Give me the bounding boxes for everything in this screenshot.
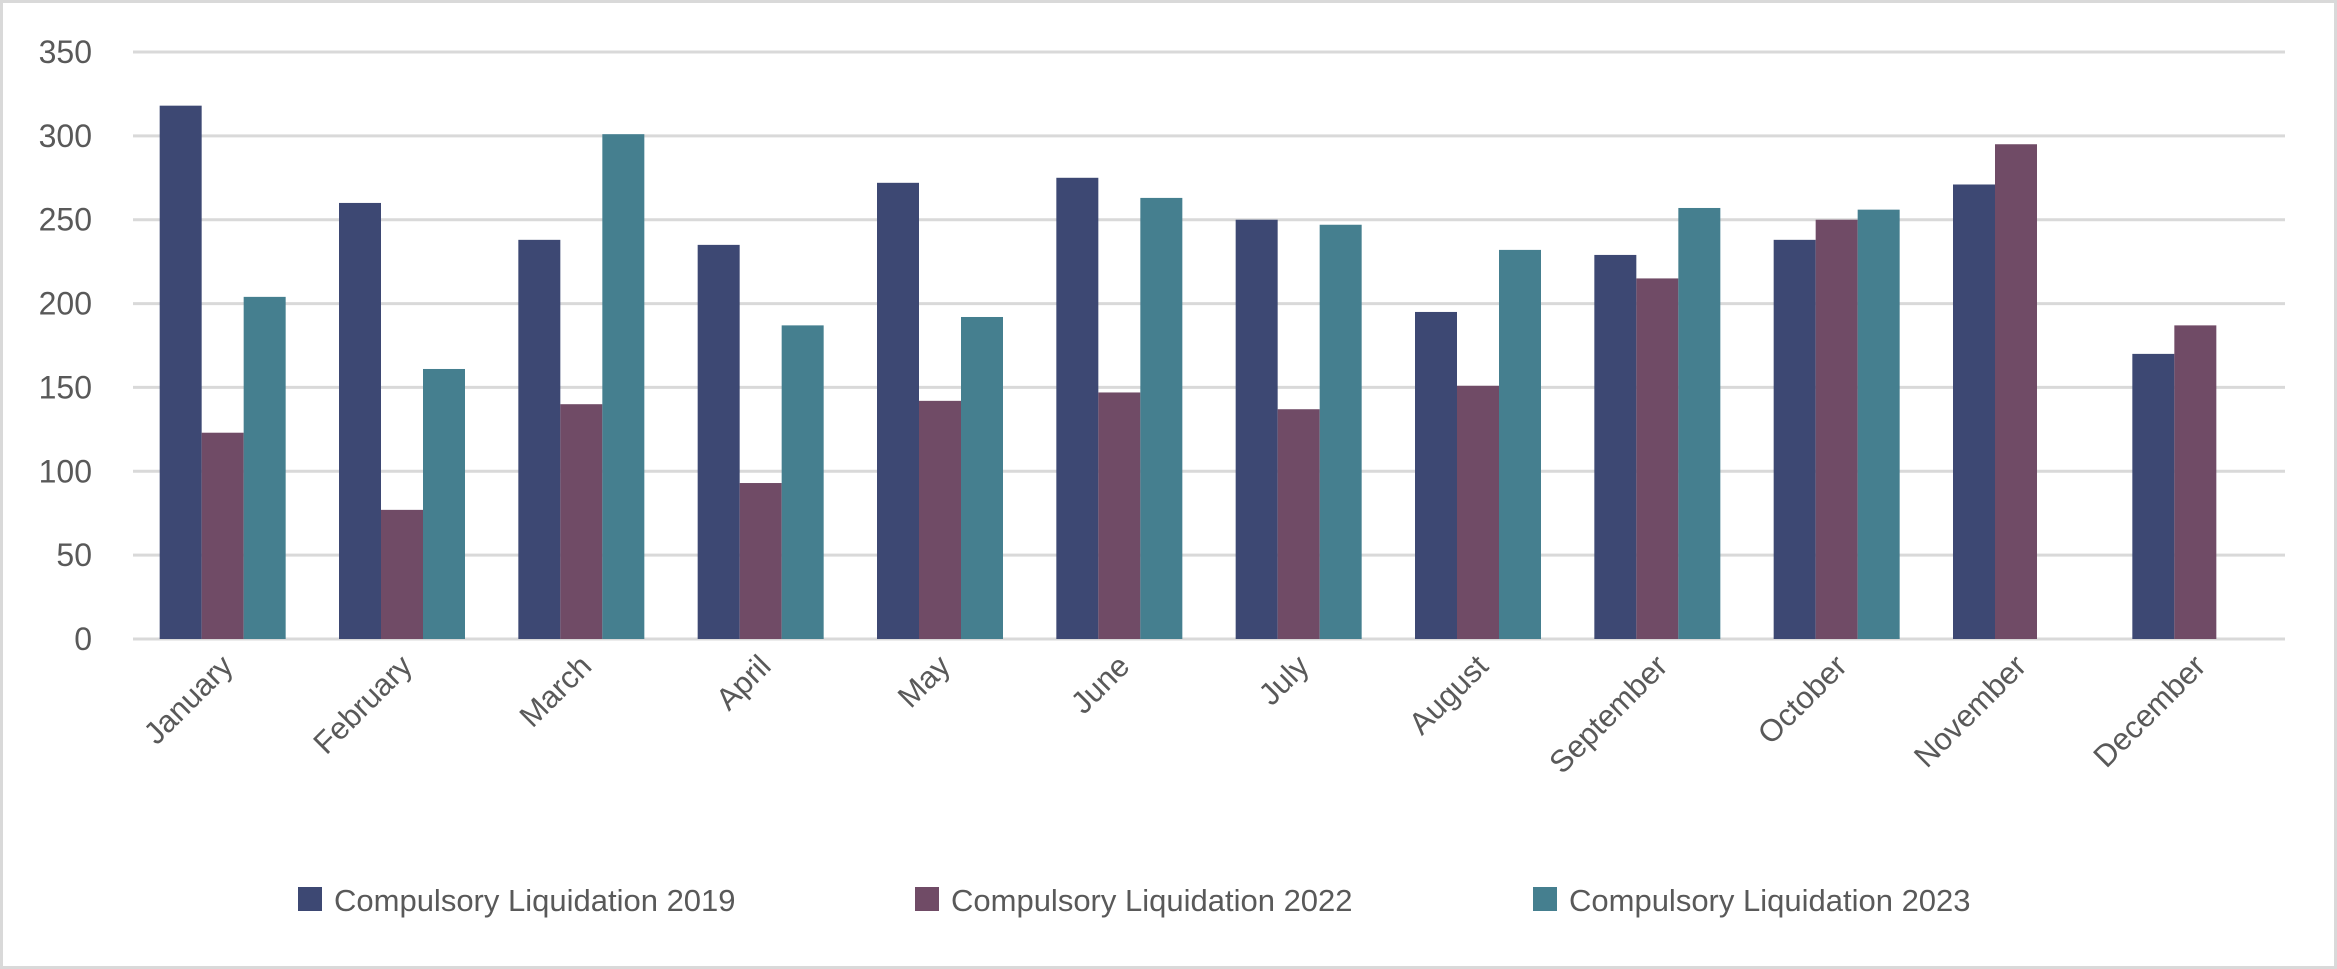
bar-october-1 (1773, 239, 1816, 639)
x-tick-label: January (137, 648, 240, 751)
y-tick-label: 200 (39, 286, 92, 322)
bar-november-2 (1995, 144, 2037, 639)
legend-label: Compulsory Liquidation 2022 (951, 883, 1353, 918)
x-tick-label: June (1064, 648, 1136, 720)
bar-february-2 (381, 509, 423, 639)
x-axis-ticks: January February March April May June July Augu… (137, 648, 2212, 780)
bar-october-2 (1815, 219, 1858, 639)
bar-february-3 (423, 368, 465, 639)
legend-label: Compulsory Liquidation 2023 (1569, 883, 1971, 918)
bar-march-1 (518, 239, 561, 639)
legend: Compulsory Liquidation 2019 Compulsory Li… (298, 883, 1971, 918)
y-tick-label: 50 (56, 537, 92, 573)
bar-november-1 (1953, 184, 1995, 639)
x-tick-label: March (513, 648, 599, 734)
bar-august-1 (1415, 311, 1457, 639)
x-tick-label: September (1542, 648, 1674, 780)
bar-january-2 (201, 432, 244, 639)
bar-april-1 (697, 244, 740, 639)
bar-march-2 (560, 404, 603, 639)
bar-october-3 (1857, 209, 1900, 639)
x-tick-label: August (1402, 648, 1495, 741)
legend-swatch (1533, 887, 1557, 911)
y-tick-label: 300 (39, 118, 92, 154)
bars (159, 105, 2217, 640)
bar-july-3 (1319, 224, 1362, 639)
bar-january-1 (159, 105, 202, 639)
bar-may-1 (877, 182, 919, 639)
gridlines (133, 50, 2285, 641)
bar-february-1 (339, 202, 381, 639)
bar-december-2 (2174, 325, 2217, 639)
x-tick-label: May (891, 648, 958, 715)
x-tick-label: April (709, 648, 778, 717)
y-tick-label: 150 (39, 369, 92, 405)
y-axis-ticks: 0 50 100 150 200 250 300 350 (39, 34, 92, 657)
legend-swatch (298, 887, 322, 911)
y-tick-label: 0 (74, 621, 92, 657)
y-tick-label: 250 (39, 202, 92, 238)
x-tick-label: December (2086, 648, 2212, 774)
legend-label: Compulsory Liquidation 2019 (334, 883, 736, 918)
bar-june-2 (1098, 392, 1141, 639)
x-tick-label: October (1751, 648, 1854, 751)
bar-may-3 (961, 316, 1003, 639)
bar-july-1 (1235, 219, 1278, 639)
legend-swatch (915, 887, 939, 911)
bar-december-1 (2132, 353, 2175, 639)
bar-april-2 (739, 483, 782, 639)
bar-september-1 (1594, 254, 1637, 640)
bar-march-3 (602, 134, 645, 639)
bar-june-1 (1056, 177, 1099, 640)
x-tick-label: November (1907, 648, 2033, 774)
x-tick-label: July (1252, 648, 1316, 712)
bar-july-2 (1277, 409, 1320, 639)
bar-january-3 (243, 296, 286, 639)
bar-may-2 (919, 400, 961, 639)
bar-august-2 (1457, 385, 1499, 639)
bar-august-3 (1499, 249, 1541, 639)
y-tick-label: 350 (39, 34, 92, 70)
bar-september-3 (1678, 207, 1721, 639)
x-tick-label: February (306, 648, 419, 761)
y-tick-label: 100 (39, 453, 92, 489)
bar-april-3 (781, 325, 824, 639)
bar-june-3 (1140, 197, 1183, 639)
bar-september-2 (1636, 278, 1679, 639)
